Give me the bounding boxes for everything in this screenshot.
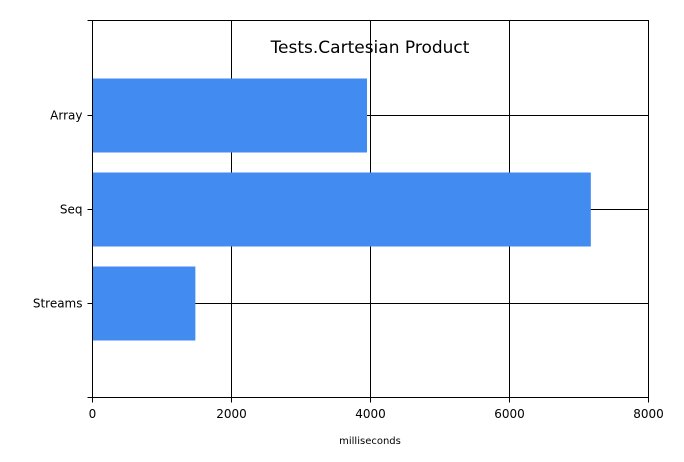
bar-layer <box>92 78 591 341</box>
x-tick-label: 6000 <box>494 407 525 421</box>
bar-streams <box>92 266 196 341</box>
category-label: Seq <box>60 203 83 217</box>
x-tick-label: 4000 <box>355 407 386 421</box>
category-label: Array <box>50 109 82 123</box>
tick-layer <box>87 20 649 403</box>
bar-seq <box>92 172 591 247</box>
x-tick-label: 8000 <box>633 407 664 421</box>
chart-title: Tests.Cartesian Product <box>270 38 470 58</box>
x-tick-label: 0 <box>89 407 97 421</box>
x-axis-title: milliseconds <box>339 436 401 447</box>
label-layer: 0 2000 4000 6000 8000 Array Seq Streams <box>33 109 664 422</box>
bar-array <box>92 78 368 153</box>
x-tick-label: 2000 <box>216 407 247 421</box>
category-label: Streams <box>33 297 83 311</box>
